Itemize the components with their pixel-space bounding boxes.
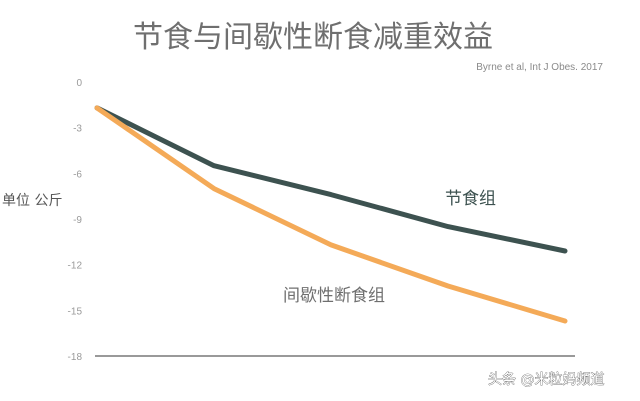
y-tick-label: -12 (68, 261, 83, 272)
chart-title: 节食与间歇性断食减重效益 (133, 20, 493, 55)
y-axis-ticks: 0 -3 -6 -9 -12 -15 -18 (68, 78, 83, 363)
series-label-fasting: 间歇性断食组 (283, 286, 385, 306)
y-axis-label: 单位 公斤 (2, 193, 62, 209)
y-tick-label: -3 (73, 124, 82, 135)
series-label-diet: 节食组 (445, 189, 496, 209)
y-tick-label: -18 (68, 352, 83, 363)
series-line-1 (94, 105, 568, 324)
y-tick-label: 0 (76, 78, 82, 89)
y-tick-label: -9 (73, 215, 82, 226)
series-line-0 (94, 105, 568, 254)
y-tick-label: -6 (73, 169, 82, 180)
chart-source: Byrne et al, Int J Obes. 2017 (476, 62, 603, 73)
watermark: 头条 @米粒妈频道 (488, 371, 604, 388)
y-tick-label: -15 (68, 306, 83, 317)
series-lines (94, 105, 568, 324)
